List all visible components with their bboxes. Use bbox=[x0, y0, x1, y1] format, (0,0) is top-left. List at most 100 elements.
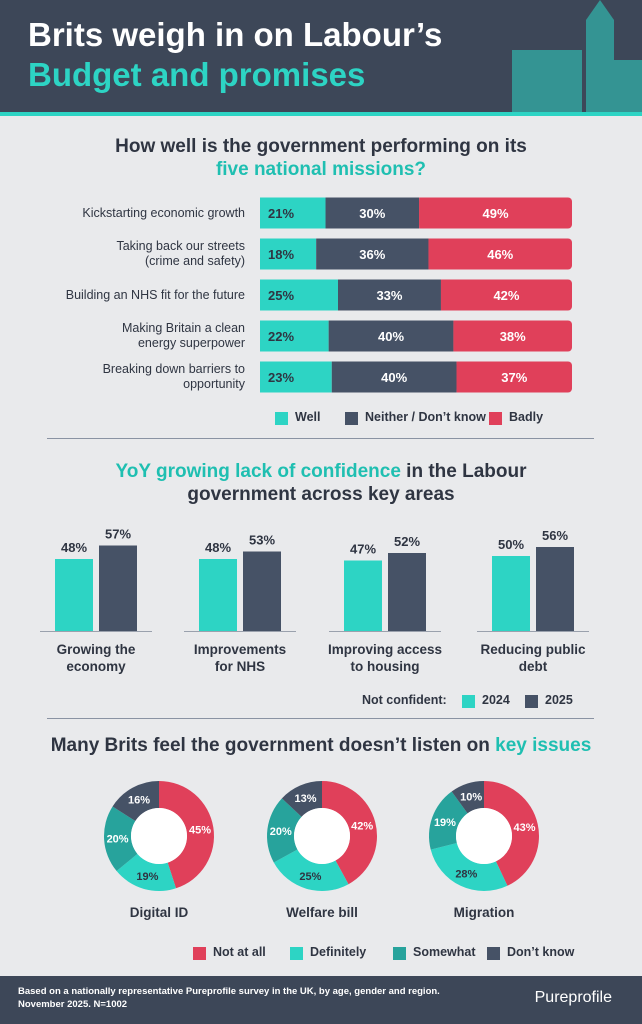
category-label: Kickstarting economic growth bbox=[82, 205, 245, 220]
value-label: 48% bbox=[61, 540, 87, 555]
bar bbox=[55, 559, 93, 631]
value-label: 20% bbox=[107, 834, 129, 846]
legend-label: Well bbox=[295, 410, 321, 424]
donut-hole bbox=[456, 808, 512, 864]
bar bbox=[99, 545, 137, 631]
separator bbox=[47, 438, 594, 439]
title-segment: YoY growing lack of confidence bbox=[115, 461, 401, 482]
bar-segment bbox=[316, 238, 429, 270]
value-label: 45% bbox=[189, 825, 211, 837]
value-label: 50% bbox=[498, 537, 524, 552]
header-title: Budget and promises bbox=[28, 56, 366, 93]
bar bbox=[388, 553, 426, 631]
value-label: 16% bbox=[128, 795, 150, 807]
title-segment: five national missions? bbox=[215, 159, 427, 180]
legend-label: Somewhat bbox=[413, 945, 476, 959]
bar-segment bbox=[260, 197, 326, 229]
bar bbox=[344, 560, 382, 631]
chart-title: Many Brits feel the government doesn’t l… bbox=[0, 735, 642, 757]
category-label: Improving access to housing bbox=[327, 642, 443, 674]
bar-segment bbox=[453, 320, 572, 352]
category-label: Breaking down barriers to opportunity bbox=[102, 362, 245, 391]
value-label: 42% bbox=[351, 821, 373, 833]
title-segment: How well is the government performing on… bbox=[115, 136, 527, 157]
value-label: 13% bbox=[295, 793, 317, 805]
value-label: 23% bbox=[268, 370, 294, 385]
value-label: 19% bbox=[434, 817, 456, 829]
value-label: 10% bbox=[460, 792, 482, 804]
value-label: 22% bbox=[268, 329, 294, 344]
brand: Pureprofile bbox=[534, 989, 612, 1006]
donut-segment bbox=[451, 781, 484, 814]
bar bbox=[199, 559, 237, 631]
bar-segment-corner bbox=[440, 279, 447, 311]
bar-segment-corner bbox=[453, 320, 460, 352]
value-label: 30% bbox=[359, 206, 385, 221]
legend-swatch bbox=[489, 412, 502, 425]
value-label: 37% bbox=[501, 370, 527, 385]
value-label: 48% bbox=[205, 540, 231, 555]
value-label: 28% bbox=[455, 869, 477, 881]
legend-label: 2024 bbox=[482, 693, 510, 707]
value-label: 38% bbox=[500, 329, 526, 344]
bar-segment bbox=[338, 279, 441, 311]
legend-swatch bbox=[462, 695, 475, 708]
category-label: Growing the economy bbox=[56, 642, 136, 674]
bar-segment bbox=[428, 238, 572, 270]
value-label: 25% bbox=[299, 871, 321, 883]
category-label: Taking back our streets (crime and safet… bbox=[116, 239, 245, 268]
value-label: 33% bbox=[376, 288, 402, 303]
value-label: 36% bbox=[359, 247, 385, 262]
legend-label: Neither / Don’t know bbox=[365, 410, 486, 424]
bar-segment bbox=[456, 361, 572, 393]
bar-segment-corner bbox=[419, 197, 426, 229]
legend-swatch bbox=[290, 947, 303, 960]
legend-label: 2025 bbox=[545, 693, 573, 707]
donut-name: Welfare bill bbox=[286, 905, 358, 920]
bar-segment bbox=[260, 320, 329, 352]
value-label: 18% bbox=[268, 247, 294, 262]
title-segment: in the Labour bbox=[400, 461, 527, 482]
header-title: Brits weigh in on Labour’s bbox=[28, 16, 443, 53]
title-segment: government across key areas bbox=[187, 484, 455, 505]
bar bbox=[492, 556, 530, 631]
value-label: 19% bbox=[136, 871, 158, 883]
donut-segment bbox=[116, 853, 176, 891]
donut-hole bbox=[131, 808, 187, 864]
title-segment: Many Brits feel the government doesn’t l… bbox=[50, 735, 496, 756]
donut-segment bbox=[112, 781, 159, 821]
donut-segment bbox=[159, 781, 214, 889]
value-label: 40% bbox=[378, 329, 404, 344]
footer-band bbox=[0, 976, 642, 1024]
bar-segment-corner bbox=[428, 238, 435, 270]
big-ben-silhouette bbox=[512, 0, 642, 112]
chart-title: government across key areas bbox=[0, 484, 642, 506]
footer-text: Based on a nationally representative Pur… bbox=[18, 986, 440, 997]
value-label: 40% bbox=[381, 370, 407, 385]
header-stripe bbox=[0, 112, 642, 116]
value-label: 25% bbox=[268, 288, 294, 303]
bar-segment bbox=[419, 197, 572, 229]
bar-segment bbox=[260, 361, 332, 393]
bar-segment bbox=[328, 320, 454, 352]
legend-swatch bbox=[525, 695, 538, 708]
value-label: 20% bbox=[270, 826, 292, 838]
legend-swatch bbox=[193, 947, 206, 960]
legend-label: Don’t know bbox=[507, 945, 575, 959]
donut-segment bbox=[484, 781, 539, 886]
value-label: 43% bbox=[513, 822, 535, 834]
value-label: 42% bbox=[493, 288, 519, 303]
legend-swatch bbox=[487, 947, 500, 960]
legend-label: Not at all bbox=[213, 945, 266, 959]
donut-segment bbox=[281, 781, 322, 817]
chart-title: How well is the government performing on… bbox=[0, 136, 642, 158]
bar-segment bbox=[260, 238, 317, 270]
value-label: 46% bbox=[487, 247, 513, 262]
value-label: 53% bbox=[249, 533, 275, 548]
value-label: 21% bbox=[268, 206, 294, 221]
bar-segment bbox=[331, 361, 457, 393]
footer-text: November 2025. N=1002 bbox=[18, 999, 128, 1010]
donut-segment bbox=[322, 781, 377, 885]
bar-segment bbox=[325, 197, 420, 229]
